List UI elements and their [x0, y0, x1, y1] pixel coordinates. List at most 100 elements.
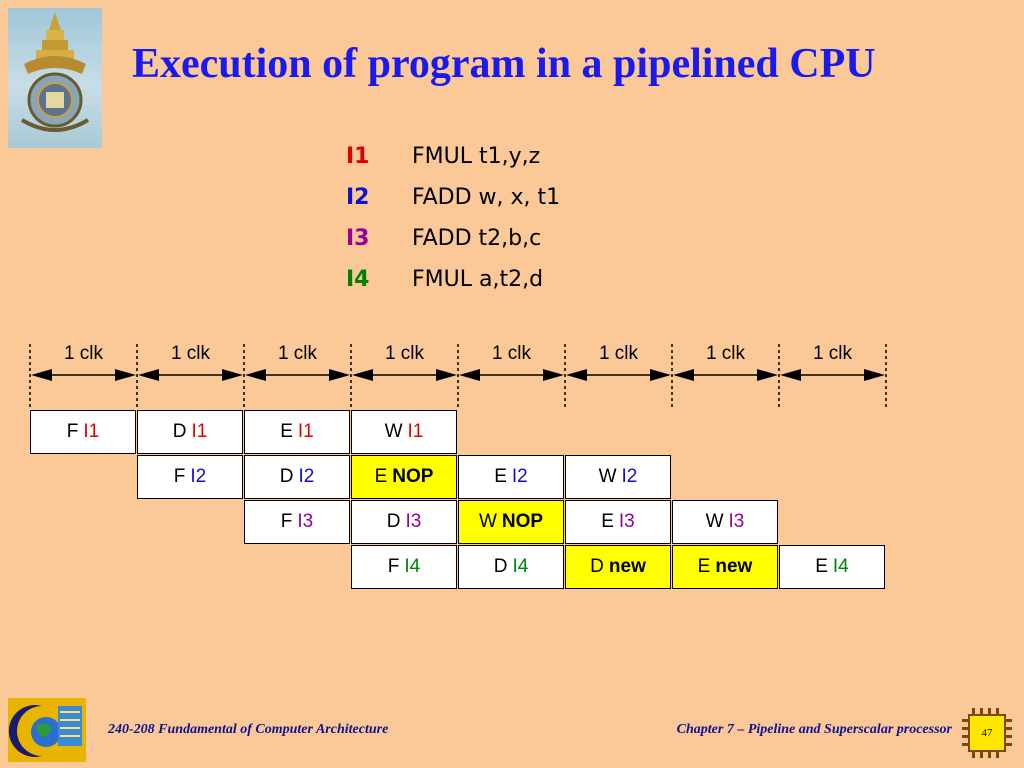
arrow-right-icon: [650, 369, 671, 381]
footer-course-title: -208 Fundamental of Computer Architectur…: [129, 722, 389, 737]
stage-letter: W: [478, 511, 497, 532]
stage-instruction: I1: [83, 421, 100, 442]
stage-instruction: new: [715, 556, 753, 577]
stage-instruction: I1: [407, 421, 424, 442]
clock-label: 1 clk: [705, 343, 746, 364]
stage-letter: F: [173, 466, 186, 487]
pipeline-stage-cell: W I3: [672, 500, 778, 544]
pipeline-stage-cell: E I1: [244, 410, 350, 454]
arrow-left-icon: [459, 369, 480, 381]
instruction-op: FADD w, x, t1: [412, 185, 561, 210]
stage-letter: F: [66, 421, 79, 442]
stage-letter: W: [384, 421, 403, 442]
crest-icon: [20, 12, 90, 132]
stage-letter: E: [601, 511, 614, 532]
pipeline-stage-cell: E I2: [458, 455, 564, 499]
stage-letter: D: [590, 556, 604, 577]
arrow-right-icon: [757, 369, 778, 381]
stage-instruction: I4: [832, 556, 849, 577]
stage-instruction: I1: [297, 421, 314, 442]
instruction-id: I2: [346, 185, 370, 210]
pipeline-stage-cell: E I3: [565, 500, 671, 544]
clock-label: 1 clk: [812, 343, 853, 364]
university-crest-logo: [8, 8, 102, 148]
arrow-left-icon: [138, 369, 159, 381]
stage-letter: W: [598, 466, 617, 487]
arrow-right-icon: [436, 369, 457, 381]
pipeline-stage-cell: F I2: [137, 455, 243, 499]
clock-label: 1 clk: [277, 343, 318, 364]
stage-letter: E: [280, 421, 293, 442]
arrow-left-icon: [31, 369, 52, 381]
stage-letter: D: [279, 466, 294, 487]
stage-instruction: I2: [298, 466, 315, 487]
stage-instruction: I3: [728, 511, 745, 532]
arrow-right-icon: [222, 369, 243, 381]
chip-icon: [962, 708, 1012, 758]
stage-instruction: I3: [297, 511, 314, 532]
arrow-left-icon: [566, 369, 587, 381]
arrow-right-icon: [329, 369, 350, 381]
stage-letter: D: [386, 511, 401, 532]
arrow-left-icon: [245, 369, 266, 381]
pipeline-stage-cell: F I1: [30, 410, 136, 454]
stage-instruction: I4: [512, 556, 529, 577]
arrow-left-icon: [352, 369, 373, 381]
stage-instruction: new: [608, 556, 646, 577]
stage-letter: F: [387, 556, 400, 577]
stage-instruction: I4: [404, 556, 421, 577]
stage-instruction: NOP: [501, 511, 544, 532]
clock-label: 1 clk: [598, 343, 639, 364]
stage-instruction: I2: [621, 466, 638, 487]
footer-course: 240-208 Fundamental of Computer Architec…: [108, 722, 388, 738]
stage-letter: W: [705, 511, 724, 532]
arrow-right-icon: [543, 369, 564, 381]
instruction-id: I4: [346, 267, 370, 292]
clock-label: 1 clk: [63, 343, 104, 364]
instruction-row: I2 FADD w, x, t1: [346, 182, 560, 214]
globe-logo-icon: [8, 698, 86, 762]
clock-label: 1 clk: [384, 343, 425, 364]
pipeline-stage-cell: D I3: [351, 500, 457, 544]
stage-instruction: I3: [618, 511, 635, 532]
slide-title: Execution of program in a pipelined CPU: [132, 41, 876, 87]
instruction-row: I1 FMUL t1,y,z: [346, 141, 540, 173]
pipeline-stage-cell: E I4: [779, 545, 885, 589]
instruction-op: FADD t2,b,c: [412, 226, 542, 251]
stage-letter: D: [172, 421, 187, 442]
footer-chapter: Chapter 7 – Pipeline and Superscalar pro…: [676, 722, 952, 737]
pipeline-stage-cell: D I1: [137, 410, 243, 454]
instruction-id: I1: [346, 144, 370, 169]
stage-letter: E: [815, 556, 828, 577]
arrow-left-icon: [780, 369, 801, 381]
instruction-op: FMUL t1,y,z: [412, 144, 541, 169]
stage-instruction: I3: [405, 511, 422, 532]
stage-letter: D: [493, 556, 508, 577]
stage-instruction: I2: [511, 466, 528, 487]
pipeline-stage-cell: W NOP: [458, 500, 564, 544]
arrow-right-icon: [864, 369, 885, 381]
footer-logo: [8, 698, 86, 762]
pipeline-stage-cell: F I4: [351, 545, 457, 589]
instruction-row: I4 FMUL a,t2,d: [346, 264, 543, 296]
pipeline-stage-cell: D I2: [244, 455, 350, 499]
stage-letter: E: [374, 466, 388, 487]
stage-letter: E: [494, 466, 507, 487]
instruction-row: I3 FADD t2,b,c: [346, 223, 541, 255]
stage-instruction: NOP: [392, 466, 434, 487]
footer-course-number: 240: [108, 722, 129, 737]
arrow-left-icon: [673, 369, 694, 381]
stage-instruction: I2: [190, 466, 207, 487]
stage-letter: F: [280, 511, 293, 532]
page-number: 47: [981, 727, 993, 739]
stage-instruction: I1: [191, 421, 208, 442]
pipeline-stage-cell: W I2: [565, 455, 671, 499]
stage-letter: E: [697, 556, 711, 577]
clock-label: 1 clk: [170, 343, 211, 364]
instruction-id: I3: [346, 226, 370, 251]
arrow-right-icon: [115, 369, 136, 381]
clock-label: 1 clk: [491, 343, 532, 364]
pipeline-stage-cell: F I3: [244, 500, 350, 544]
